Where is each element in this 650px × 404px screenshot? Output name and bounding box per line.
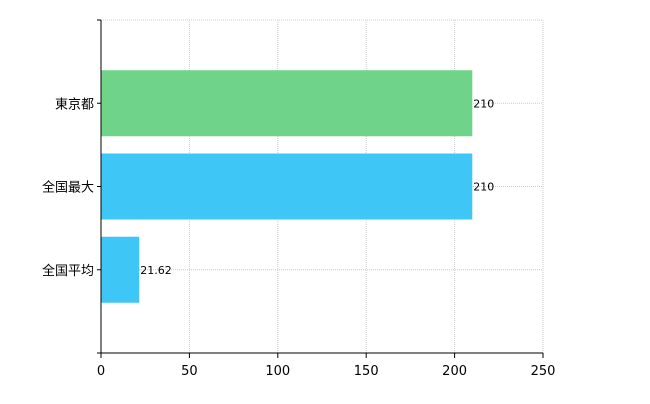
x-tick-label-2: 100 [265,364,290,379]
bar-0 [101,70,473,137]
x-tick-label-4: 200 [442,364,467,379]
category-label-1: 全国最大 [42,180,94,196]
bar-1 [101,153,473,220]
data-label-1: 210 [473,181,494,194]
x-tick-label-5: 250 [531,364,556,379]
category-label-2: 全国平均 [42,263,94,279]
category-label-0: 東京都 [55,96,94,112]
bars [101,70,473,303]
x-tick-label-3: 150 [354,364,379,379]
x-tick-label-0: 0 [97,364,105,379]
data-label-0: 210 [473,97,494,110]
axes [97,19,544,358]
bar-2 [101,236,140,303]
x-tick-label-1: 50 [181,364,198,379]
data-label-2: 21.62 [140,264,172,277]
